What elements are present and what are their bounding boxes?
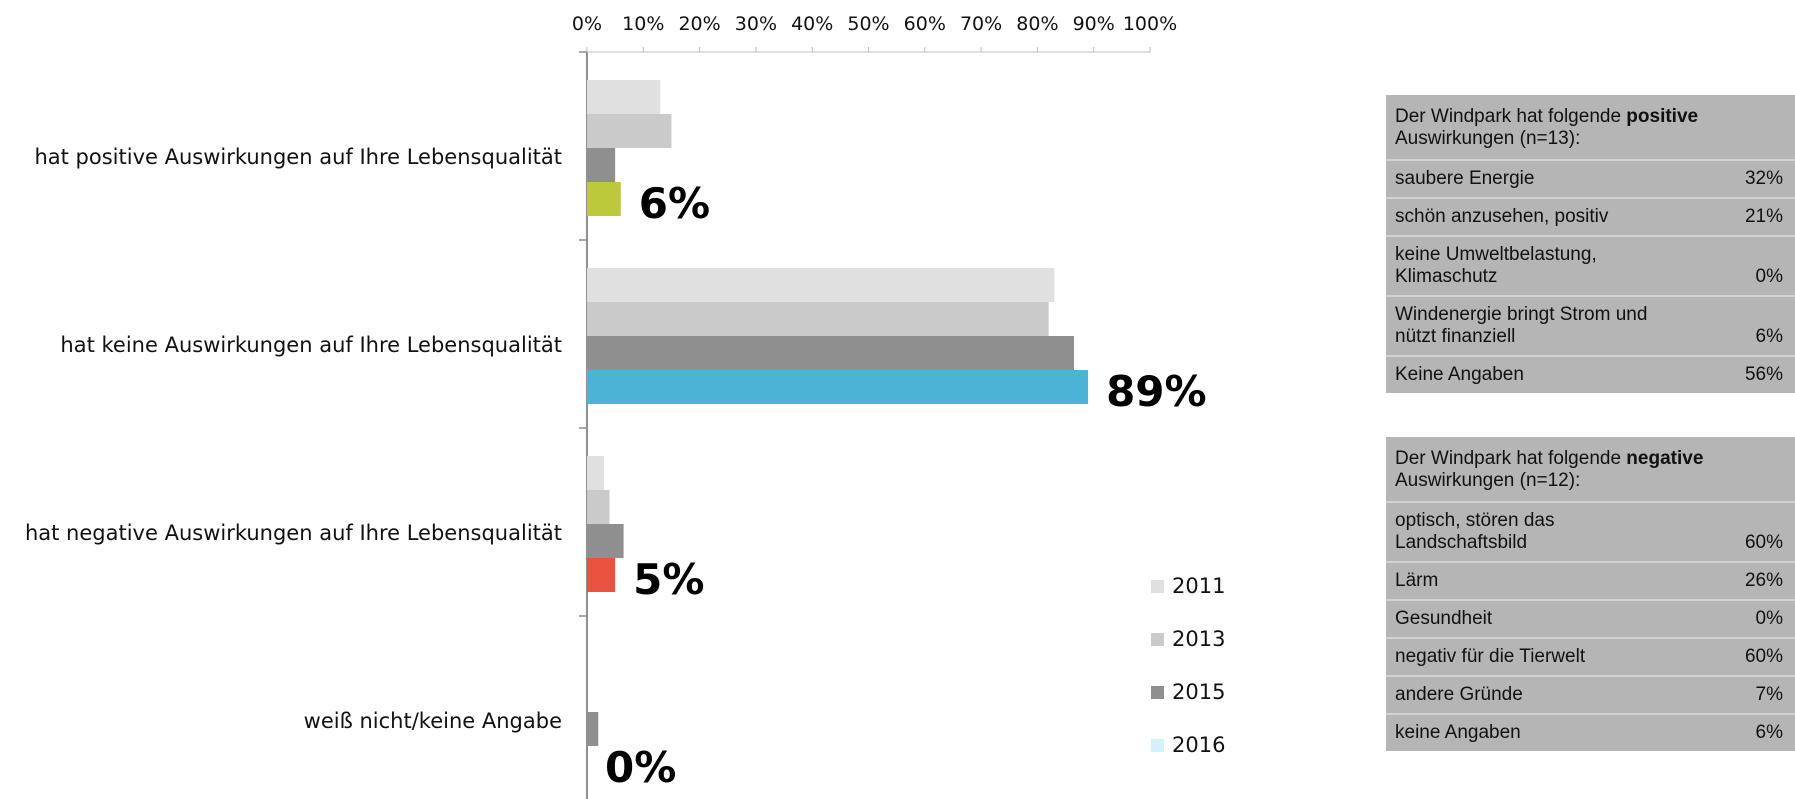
- x-tick-label: 30%: [735, 13, 777, 35]
- row-value: 60%: [1744, 646, 1783, 667]
- category-labels: hat positive Auswirkungen auf Ihre Leben…: [25, 145, 562, 733]
- x-tick-label: 0%: [572, 13, 602, 35]
- legend-label: 2011: [1172, 574, 1225, 598]
- heading-text: Der Windpark hat folgende: [1395, 448, 1627, 469]
- x-tick-label: 90%: [1073, 13, 1115, 35]
- bar-2011: [587, 80, 661, 114]
- data-labels: 6% 89% 5% 0%: [605, 179, 1207, 792]
- x-tick-label: 40%: [791, 13, 833, 35]
- row-value: 6%: [1755, 722, 1783, 743]
- legend-label: 2015: [1172, 680, 1225, 704]
- panel-row: Gesundheit 0%: [1386, 601, 1795, 639]
- row-value: 0%: [1755, 266, 1783, 287]
- category-label: hat negative Auswirkungen auf Ihre Leben…: [25, 521, 562, 545]
- bar-2013: [587, 302, 1049, 336]
- x-tick-label: 50%: [847, 13, 889, 35]
- row-value: 56%: [1744, 364, 1783, 385]
- row-label: schön anzusehen, positiv: [1395, 206, 1609, 227]
- data-label-2016: 6%: [639, 179, 710, 228]
- bar-2011: [587, 456, 604, 490]
- panel-row: keine Umweltbelastung, Klimaschutz 0%: [1386, 237, 1795, 297]
- panel-row: Lärm 26%: [1386, 563, 1795, 601]
- row-label: andere Gründe: [1395, 684, 1523, 705]
- legend: 2011 2013 2015 2016: [1151, 574, 1225, 757]
- row-label: keine Umweltbelastung, Klimaschutz: [1395, 244, 1597, 287]
- x-tick-label: 70%: [960, 13, 1002, 35]
- legend-label: 2013: [1172, 627, 1225, 651]
- legend-swatch: [1151, 580, 1164, 593]
- bar-2011: [587, 268, 1055, 302]
- row-value: 32%: [1744, 168, 1783, 189]
- positive-effects-panel: Der Windpark hat folgende positive Auswi…: [1386, 95, 1795, 393]
- negative-effects-panel: Der Windpark hat folgende negative Auswi…: [1386, 437, 1795, 751]
- legend-label: 2016: [1172, 733, 1225, 757]
- row-label: optisch, stören das Landschaftsbild: [1395, 510, 1555, 553]
- panel-row: negativ für die Tierwelt 60%: [1386, 639, 1795, 677]
- row-value: 26%: [1744, 570, 1783, 591]
- bar-2015: [587, 336, 1074, 370]
- x-axis-ticks: 0% 10% 20% 30% 40% 50% 60% 70% 80% 90% 100%: [572, 13, 1177, 35]
- row-label: Keine Angaben: [1395, 364, 1524, 385]
- bar-2015: [587, 148, 616, 182]
- row-label: keine Angaben: [1395, 722, 1521, 743]
- legend-swatch: [1151, 686, 1164, 699]
- data-label-2016: 89%: [1106, 367, 1207, 416]
- panel-row: keine Angaben 6%: [1386, 715, 1795, 751]
- legend-swatch: [1151, 739, 1164, 752]
- heading-text: Auswirkungen (n=13):: [1395, 128, 1581, 149]
- panel-heading: Der Windpark hat folgende negative Auswi…: [1386, 437, 1795, 503]
- row-label: Windenergie bringt Strom und nützt finan…: [1395, 304, 1648, 347]
- row-label: negativ für die Tierwelt: [1395, 646, 1586, 667]
- category-label: weiß nicht/keine Angabe: [304, 709, 562, 733]
- bar-2015: [587, 712, 599, 746]
- x-tick-label: 10%: [622, 13, 664, 35]
- heading-text: Der Windpark hat folgende: [1395, 106, 1627, 127]
- legend-swatch: [1151, 633, 1164, 646]
- bar-2013: [587, 114, 672, 148]
- row-value: 60%: [1744, 532, 1783, 553]
- panel-row: andere Gründe 7%: [1386, 677, 1795, 715]
- x-tick-label: 60%: [904, 13, 946, 35]
- row-value: 7%: [1755, 684, 1783, 705]
- row-value: 6%: [1755, 326, 1783, 347]
- bar-2016: [587, 182, 621, 216]
- x-tick-label: 20%: [678, 13, 720, 35]
- axes: [579, 47, 1151, 799]
- x-tick-label: 80%: [1016, 13, 1058, 35]
- x-tick-label: 100%: [1123, 13, 1177, 35]
- heading-bold-text: negative: [1626, 448, 1704, 469]
- panel-row: optisch, stören das Landschaftsbild 60%: [1386, 503, 1795, 563]
- category-label: hat positive Auswirkungen auf Ihre Leben…: [34, 145, 562, 169]
- row-label: Lärm: [1395, 570, 1439, 591]
- bar-2013: [587, 490, 610, 524]
- panel-row: schön anzusehen, positiv 21%: [1386, 199, 1795, 237]
- panel-row: Keine Angaben 56%: [1386, 357, 1795, 393]
- data-label-2016: 0%: [605, 743, 676, 792]
- category-label: hat keine Auswirkungen auf Ihre Lebensqu…: [60, 333, 562, 357]
- panel-heading: Der Windpark hat folgende positive Auswi…: [1386, 95, 1795, 161]
- row-value: 21%: [1744, 206, 1783, 227]
- bar-2016: [587, 558, 616, 592]
- data-label-2016: 5%: [633, 555, 704, 604]
- bar-2016: [587, 370, 1089, 404]
- panel-row: Windenergie bringt Strom und nützt finan…: [1386, 297, 1795, 357]
- row-value: 0%: [1755, 608, 1783, 629]
- heading-bold-text: positive: [1626, 106, 1699, 127]
- row-label: saubere Energie: [1395, 168, 1535, 189]
- bars: [587, 80, 1089, 746]
- bar-2015: [587, 524, 624, 558]
- panel-row: saubere Energie 32%: [1386, 161, 1795, 199]
- row-label: Gesundheit: [1395, 608, 1493, 629]
- heading-text: Auswirkungen (n=12):: [1395, 470, 1581, 491]
